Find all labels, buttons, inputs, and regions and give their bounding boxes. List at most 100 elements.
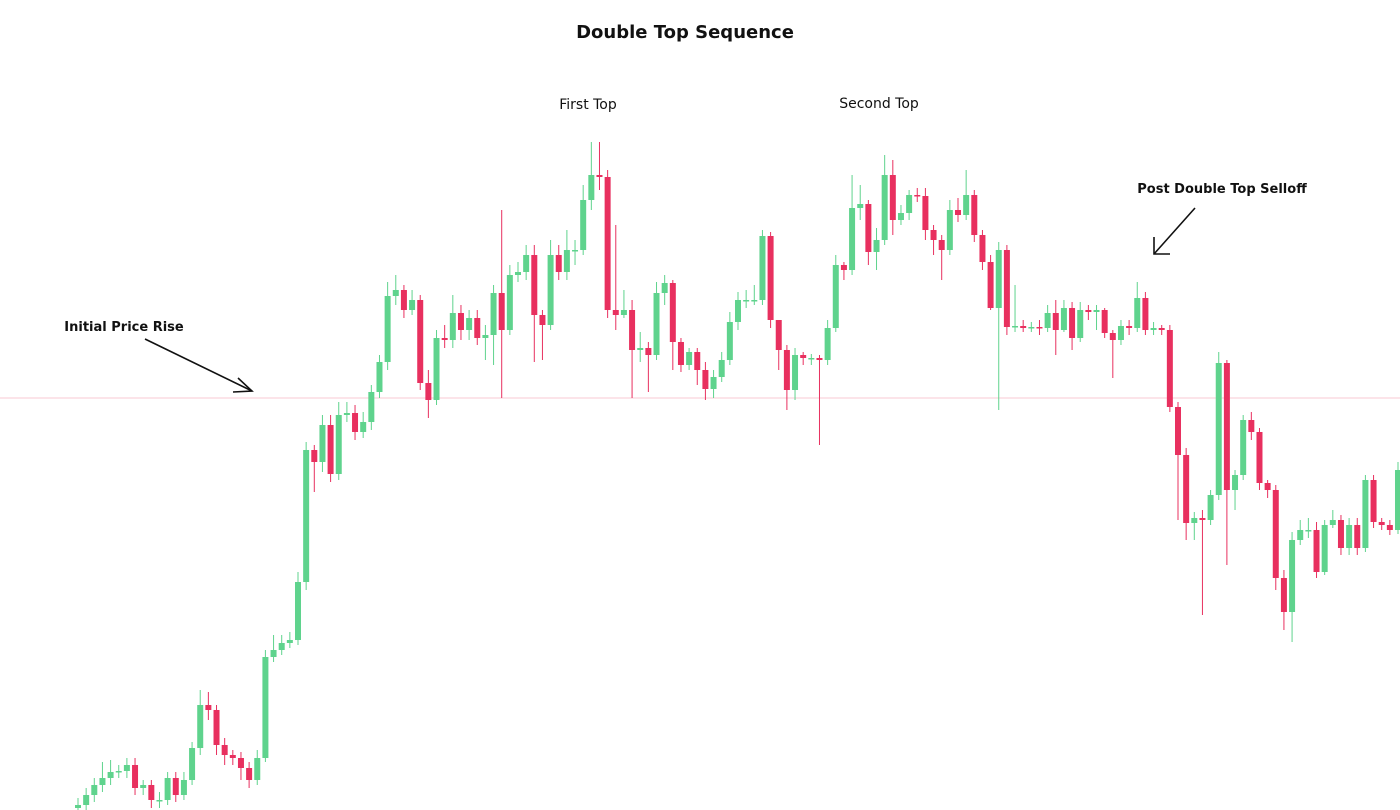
candle-body (661, 283, 668, 293)
candle-body (653, 293, 660, 355)
candle-body (474, 318, 481, 338)
arrow (144, 338, 253, 392)
candle-body (702, 370, 709, 389)
candle-body (115, 771, 122, 773)
candle-body (792, 355, 799, 390)
candle-body (311, 450, 318, 462)
candle-body (840, 265, 847, 270)
candle-body (466, 318, 473, 330)
candle-body (1280, 578, 1287, 612)
candle-body (555, 255, 562, 272)
candle-body (352, 413, 359, 432)
candle-body (1126, 326, 1133, 328)
candle-body (572, 250, 579, 252)
candle-body (278, 643, 285, 650)
candle-body (824, 328, 831, 360)
candle-body (1052, 313, 1059, 330)
candle-body (1370, 480, 1377, 522)
candle-body (995, 250, 1002, 308)
candle-body (140, 785, 147, 788)
candle-body (914, 195, 921, 197)
candle-body (1297, 530, 1304, 540)
candle-body (1240, 420, 1247, 475)
candle-body (816, 358, 823, 360)
candle-body (1305, 530, 1312, 532)
chart-title: Double Top Sequence (576, 22, 794, 43)
candle-body (83, 795, 90, 805)
arrows (144, 207, 1196, 393)
candle-body (832, 265, 839, 328)
candle-body (1028, 327, 1035, 329)
candle-body (946, 210, 953, 250)
candle-body (767, 236, 774, 320)
candle-body (1256, 432, 1263, 483)
candle-body (751, 300, 758, 302)
candle-body (1150, 328, 1157, 330)
candle-body (849, 208, 856, 270)
candle-body (1069, 308, 1076, 338)
candle-body (498, 293, 505, 330)
candle-body (457, 313, 464, 330)
candle-body (425, 383, 432, 400)
candle-body (189, 748, 196, 780)
candle-body (360, 422, 367, 432)
candle-body (91, 785, 98, 795)
candle-body (506, 275, 513, 330)
candle-body (759, 236, 766, 300)
candle-body (400, 290, 407, 310)
candle-body (922, 196, 929, 230)
candle-body (156, 800, 163, 802)
candle-body (645, 348, 652, 355)
candle-body (604, 177, 611, 310)
candle-body (686, 352, 693, 365)
candle-body (1362, 480, 1369, 548)
arrow-head (232, 377, 254, 393)
candle-body (229, 755, 236, 758)
candle-body (1354, 525, 1361, 548)
candle-body (865, 204, 872, 252)
candle-body (955, 210, 961, 215)
candle-body (1264, 483, 1271, 490)
candle-body (1248, 420, 1255, 432)
candle-body (343, 413, 350, 415)
candle-body (221, 745, 228, 755)
candle-body (164, 778, 171, 800)
annotation: Post Double Top Selloff (1137, 182, 1307, 197)
candle-body (1060, 308, 1067, 330)
candle-body (490, 293, 497, 335)
candle-body (376, 362, 383, 392)
candle-body (270, 650, 277, 657)
candle-body (596, 175, 603, 177)
candle-body (368, 392, 375, 422)
candle-body (1166, 330, 1173, 407)
candle-body (286, 640, 293, 643)
candle-body (1109, 333, 1116, 340)
candle-body (1378, 522, 1385, 525)
candle-body (254, 758, 261, 780)
candle-body (1207, 495, 1214, 520)
candle-body (1313, 530, 1320, 572)
candle-body (1199, 518, 1206, 520)
candle-body (889, 175, 896, 220)
candle-body (392, 290, 399, 296)
candle-body (1093, 310, 1100, 312)
candle-body (197, 705, 204, 748)
candle-body (262, 657, 269, 758)
candle-body (523, 255, 530, 272)
candle-body (775, 320, 782, 350)
candle-body (384, 296, 391, 362)
candle-body (808, 358, 815, 360)
candle-body (1223, 363, 1230, 490)
annotation: Initial Price Rise (64, 320, 184, 335)
candle-body (1321, 525, 1328, 572)
candle-body (710, 377, 717, 389)
candle-body (971, 195, 978, 235)
candle-body (417, 300, 424, 383)
candle-body (107, 772, 114, 778)
candle-body (588, 175, 595, 200)
candle-body (335, 415, 342, 474)
candle-body (1289, 540, 1296, 612)
candle-body (938, 240, 945, 250)
candle-body (327, 425, 334, 474)
